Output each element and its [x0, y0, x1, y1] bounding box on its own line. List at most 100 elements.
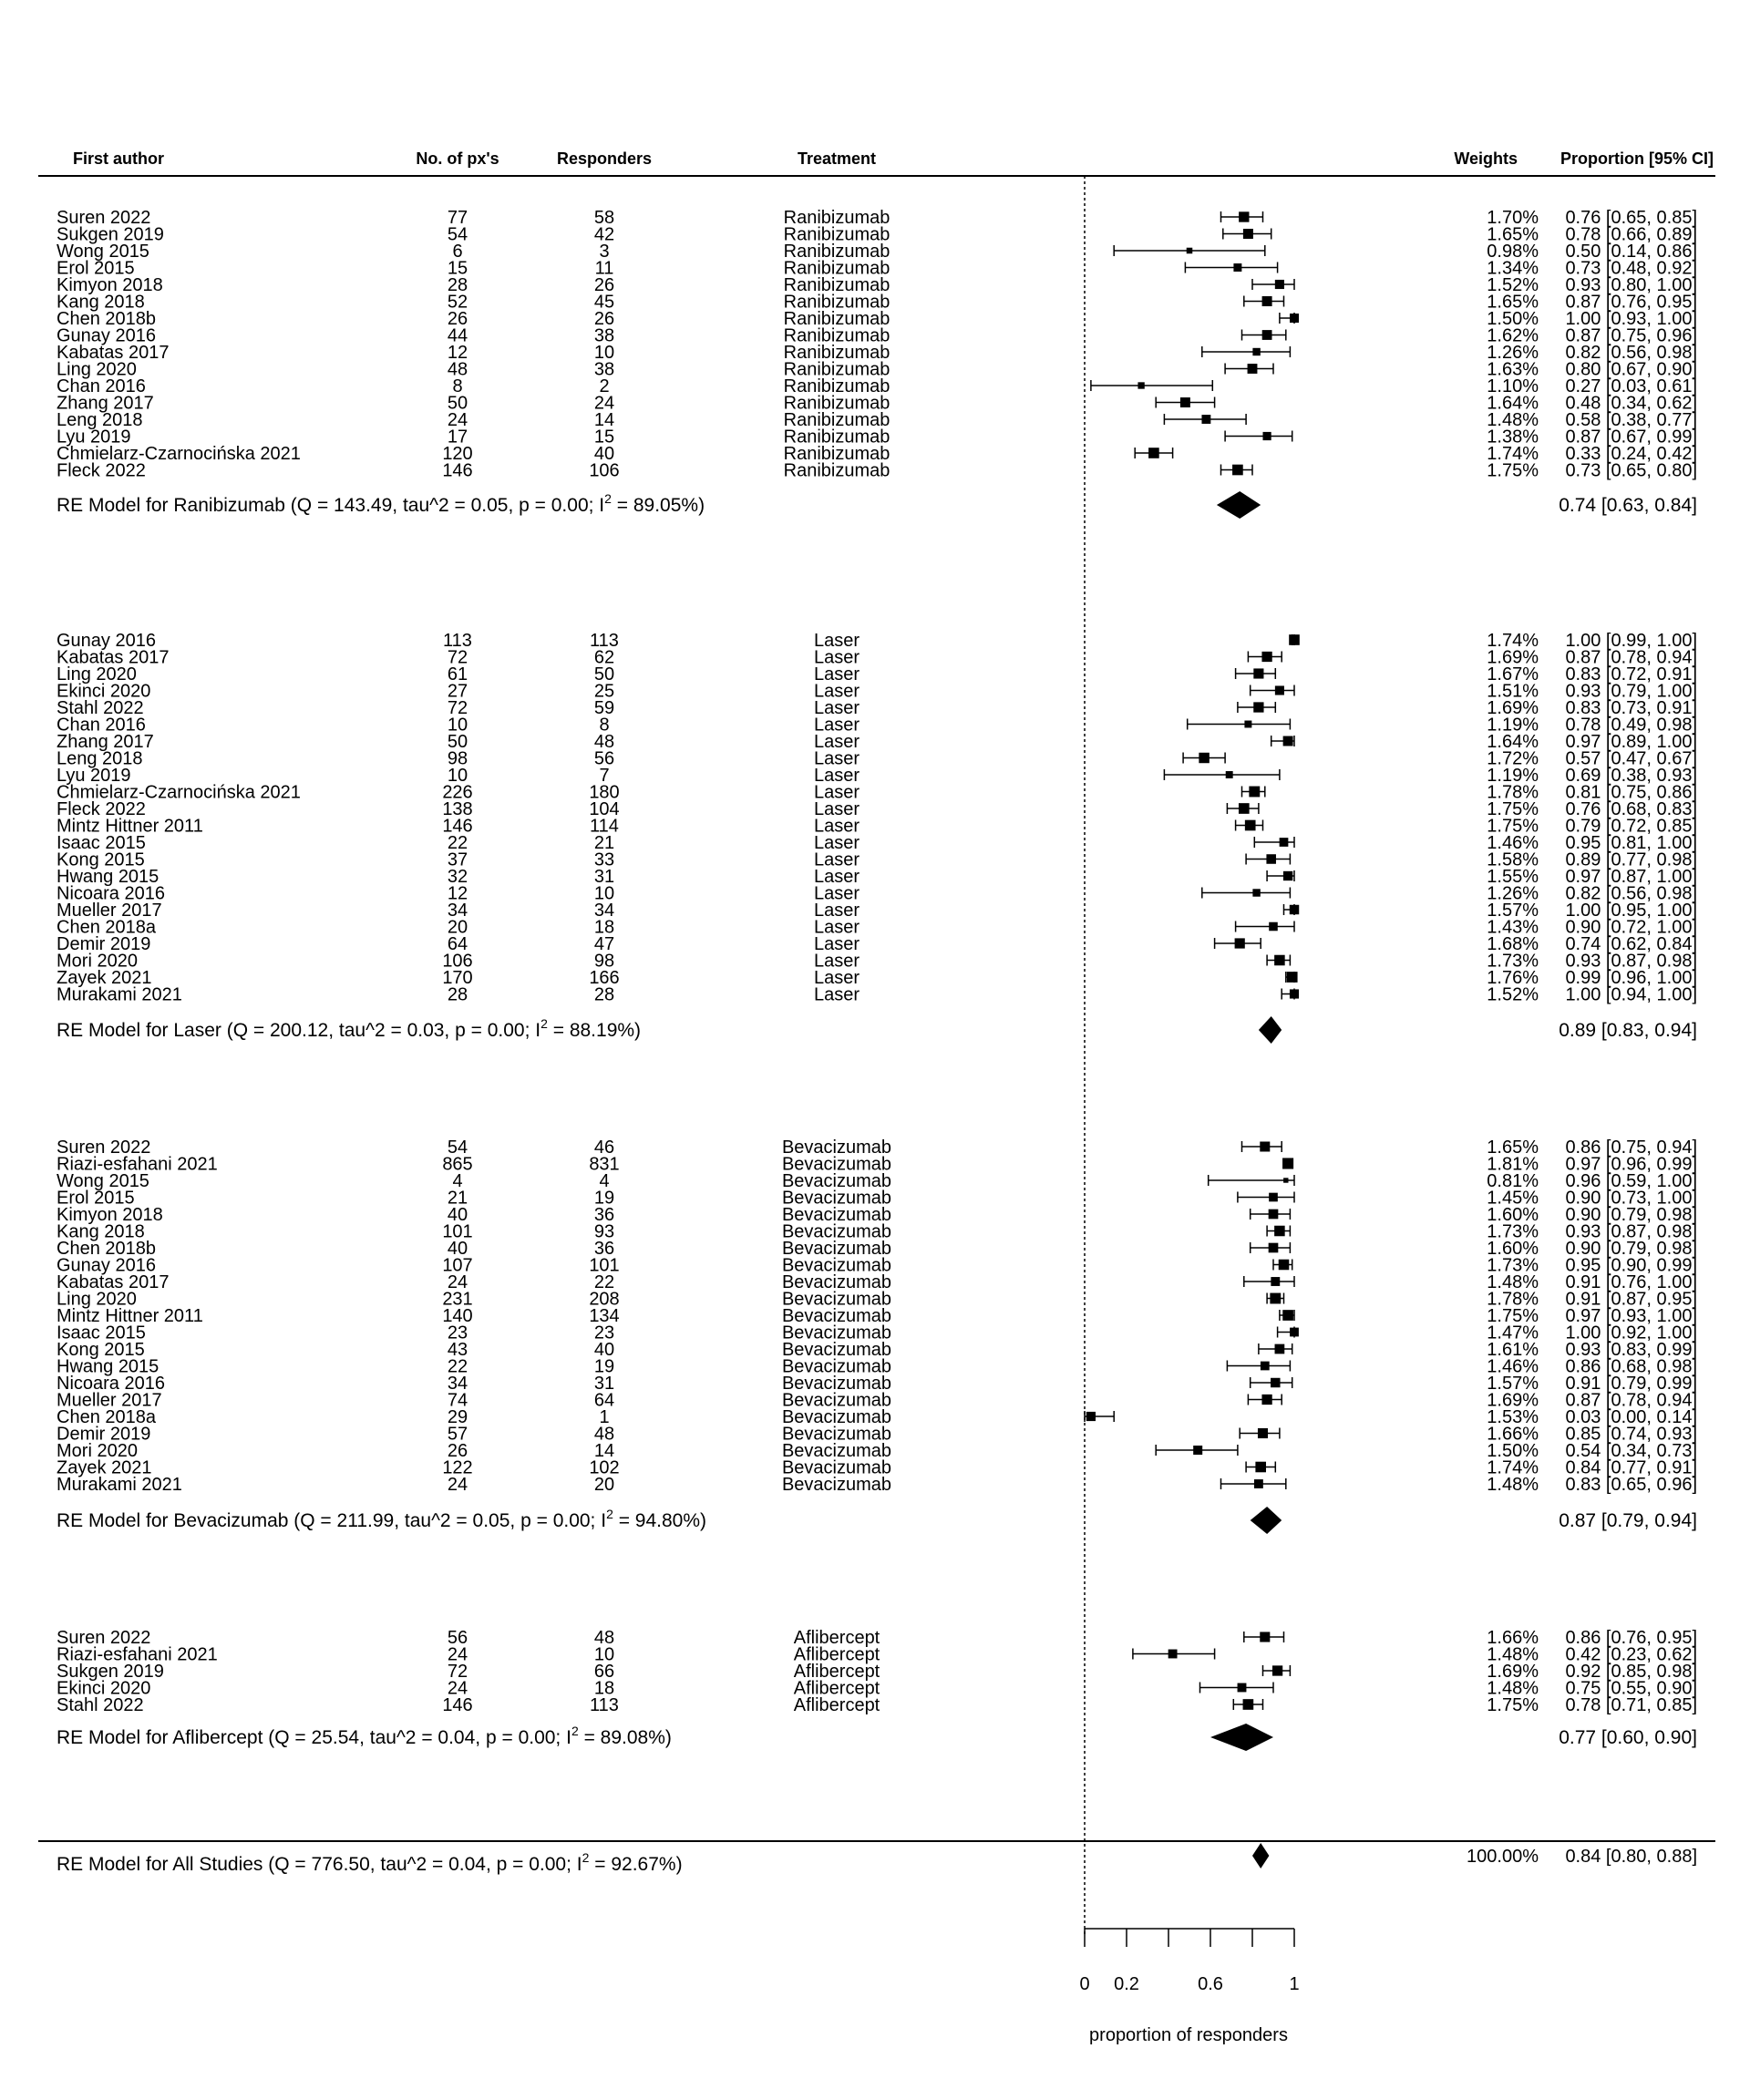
overall-weight: 100.00%: [1467, 1847, 1539, 1867]
study-responders: 28: [594, 985, 614, 1005]
study-row: Mori 2020 106 98 Laser 1.73% 0.93 [0.87, 0.98…: [57, 952, 1697, 972]
study-row: Kong 2015 43 40 Bevacizumab 1.61% 0.93 [0.83,…: [57, 1340, 1697, 1360]
study-author: Chmielarz-Czarnocińska 2021: [57, 444, 301, 464]
study-treatment: Bevacizumab: [782, 1171, 891, 1191]
study-responders: 26: [594, 309, 614, 329]
study-row: Isaac 2015 23 23 Bevacizumab 1.47% 1.00 [0.92…: [57, 1323, 1697, 1343]
point-estimate: [1261, 296, 1272, 306]
study-ci: 0.90 [0.72, 1.00]: [1565, 918, 1697, 938]
study-treatment: Aflibercept: [794, 1662, 880, 1682]
header-treatment: Treatment: [798, 149, 876, 168]
overall-diamond: [1252, 1843, 1270, 1868]
study-responders: 25: [594, 682, 614, 702]
study-author: Mintz Hittner 2011: [57, 1306, 203, 1326]
study-treatment: Laser: [814, 682, 860, 702]
study-n: 43: [448, 1340, 468, 1360]
study-treatment: Bevacizumab: [782, 1138, 891, 1158]
study-ci: 0.03 [0.00, 0.14]: [1565, 1407, 1697, 1427]
study-author: Lyu 2019: [57, 766, 131, 786]
point-estimate: [1249, 786, 1261, 798]
point-estimate: [1269, 1192, 1278, 1202]
point-estimate: [1237, 1683, 1247, 1693]
study-row: Mintz Hittner 2011 146 114 Laser 1.75% 0.79 […: [57, 817, 1697, 837]
study-ci: 0.82 [0.56, 0.98]: [1565, 884, 1697, 904]
study-weight: 1.81%: [1487, 1155, 1539, 1175]
study-responders: 106: [589, 461, 619, 481]
study-ci: 0.85 [0.74, 0.93]: [1565, 1425, 1697, 1445]
study-responders: 46: [594, 1138, 614, 1158]
overall-label: RE Model for All Studies (Q = 776.50, ta…: [57, 1850, 683, 1875]
summary-label: RE Model for Aflibercept (Q = 25.54, tau…: [57, 1724, 672, 1748]
study-n: 865: [442, 1155, 472, 1175]
study-treatment: Ranibizumab: [784, 427, 890, 448]
study-author: Demir 2019: [57, 934, 150, 954]
study-weight: 1.52%: [1487, 985, 1539, 1005]
study-weight: 0.98%: [1487, 242, 1539, 262]
study-n: 48: [448, 360, 468, 380]
point-estimate: [1168, 1649, 1178, 1659]
study-weight: 1.60%: [1487, 1205, 1539, 1225]
study-author: Riazi-esfahani 2021: [57, 1645, 218, 1665]
study-author: Ling 2020: [57, 664, 137, 685]
study-treatment: Laser: [814, 901, 860, 921]
study-weight: 1.69%: [1487, 1391, 1539, 1411]
study-author: Riazi-esfahani 2021: [57, 1155, 218, 1175]
study-ci: 1.00 [0.99, 1.00]: [1565, 631, 1697, 651]
point-estimate: [1289, 989, 1300, 999]
study-responders: 66: [594, 1662, 614, 1682]
study-row: Demir 2019 57 48 Bevacizumab 1.66% 0.85 [0.74…: [57, 1425, 1697, 1445]
study-author: Wong 2015: [57, 242, 149, 262]
study-author: Chen 2018b: [57, 1239, 156, 1259]
point-estimate: [1257, 1427, 1269, 1439]
study-ci: 0.75 [0.55, 0.90]: [1565, 1679, 1697, 1699]
study-weight: 1.62%: [1487, 326, 1539, 346]
study-author: Gunay 2016: [57, 631, 156, 651]
study-author: Kang 2018: [57, 1222, 145, 1242]
study-treatment: Laser: [814, 732, 860, 752]
study-treatment: Ranibizumab: [784, 343, 890, 363]
study-row: Gunay 2016 113 113 Laser 1.74% 1.00 [0.99, 1.…: [57, 631, 1697, 651]
study-row: Ling 2020 231 208 Bevacizumab 1.78% 0.91 [0.8…: [57, 1290, 1697, 1310]
study-author: Leng 2018: [57, 410, 143, 430]
point-estimate: [1266, 854, 1276, 864]
point-estimate: [1252, 889, 1261, 897]
study-row: Mori 2020 26 14 Bevacizumab 1.50% 0.54 [0.34,…: [57, 1441, 1697, 1461]
study-n: 10: [448, 766, 468, 786]
study-n: 52: [448, 293, 468, 313]
study-row: Nicoara 2016 12 10 Laser 1.26% 0.82 [0.56, 0.…: [57, 884, 1697, 904]
study-author: Zhang 2017: [57, 394, 154, 414]
study-responders: 38: [594, 360, 614, 380]
study-weight: 1.48%: [1487, 1645, 1539, 1665]
study-ci: 0.74 [0.62, 0.84]: [1565, 934, 1697, 954]
study-ci: 0.92 [0.85, 0.98]: [1565, 1662, 1697, 1682]
study-row: Sukgen 2019 72 66 Aflibercept 1.69% 0.92 [0.8…: [57, 1662, 1697, 1682]
point-estimate: [1225, 771, 1233, 778]
study-author: Ekinci 2020: [57, 1679, 150, 1699]
study-row: Mueller 2017 34 34 Laser 1.57% 1.00 [0.95, 1.…: [57, 901, 1697, 921]
study-weight: 1.45%: [1487, 1189, 1539, 1209]
study-responders: 208: [589, 1290, 619, 1310]
point-estimate: [1260, 1632, 1271, 1642]
study-ci: 0.89 [0.77, 0.98]: [1565, 850, 1697, 870]
study-author: Zayek 2021: [57, 1458, 152, 1478]
study-responders: 36: [594, 1239, 614, 1259]
study-row: Erol 2015 15 11 Ranibizumab 1.34% 0.73 [0.48,…: [57, 259, 1697, 279]
study-n: 27: [448, 682, 468, 702]
study-row: Riazi-esfahani 2021 865 831 Bevacizumab 1.81…: [57, 1155, 1697, 1175]
point-estimate: [1268, 1209, 1279, 1220]
study-weight: 1.78%: [1487, 783, 1539, 803]
study-responders: 40: [594, 1340, 614, 1360]
study-n: 12: [448, 884, 468, 904]
study-weight: 1.75%: [1487, 461, 1539, 481]
study-author: Kabatas 2017: [57, 648, 169, 668]
study-ci: 0.69 [0.38, 0.93]: [1565, 766, 1697, 786]
study-ci: 0.78 [0.49, 0.98]: [1565, 715, 1697, 736]
study-author: Chen 2018a: [57, 1407, 157, 1427]
study-responders: 10: [594, 884, 614, 904]
study-ci: 0.87 [0.75, 0.96]: [1565, 326, 1697, 346]
study-row: Chmielarz-Czarnocińska 2021 226 180 Laser 1.…: [57, 783, 1697, 803]
study-treatment: Aflibercept: [794, 1645, 880, 1665]
study-responders: 47: [594, 934, 614, 954]
study-author: Mori 2020: [57, 952, 138, 972]
